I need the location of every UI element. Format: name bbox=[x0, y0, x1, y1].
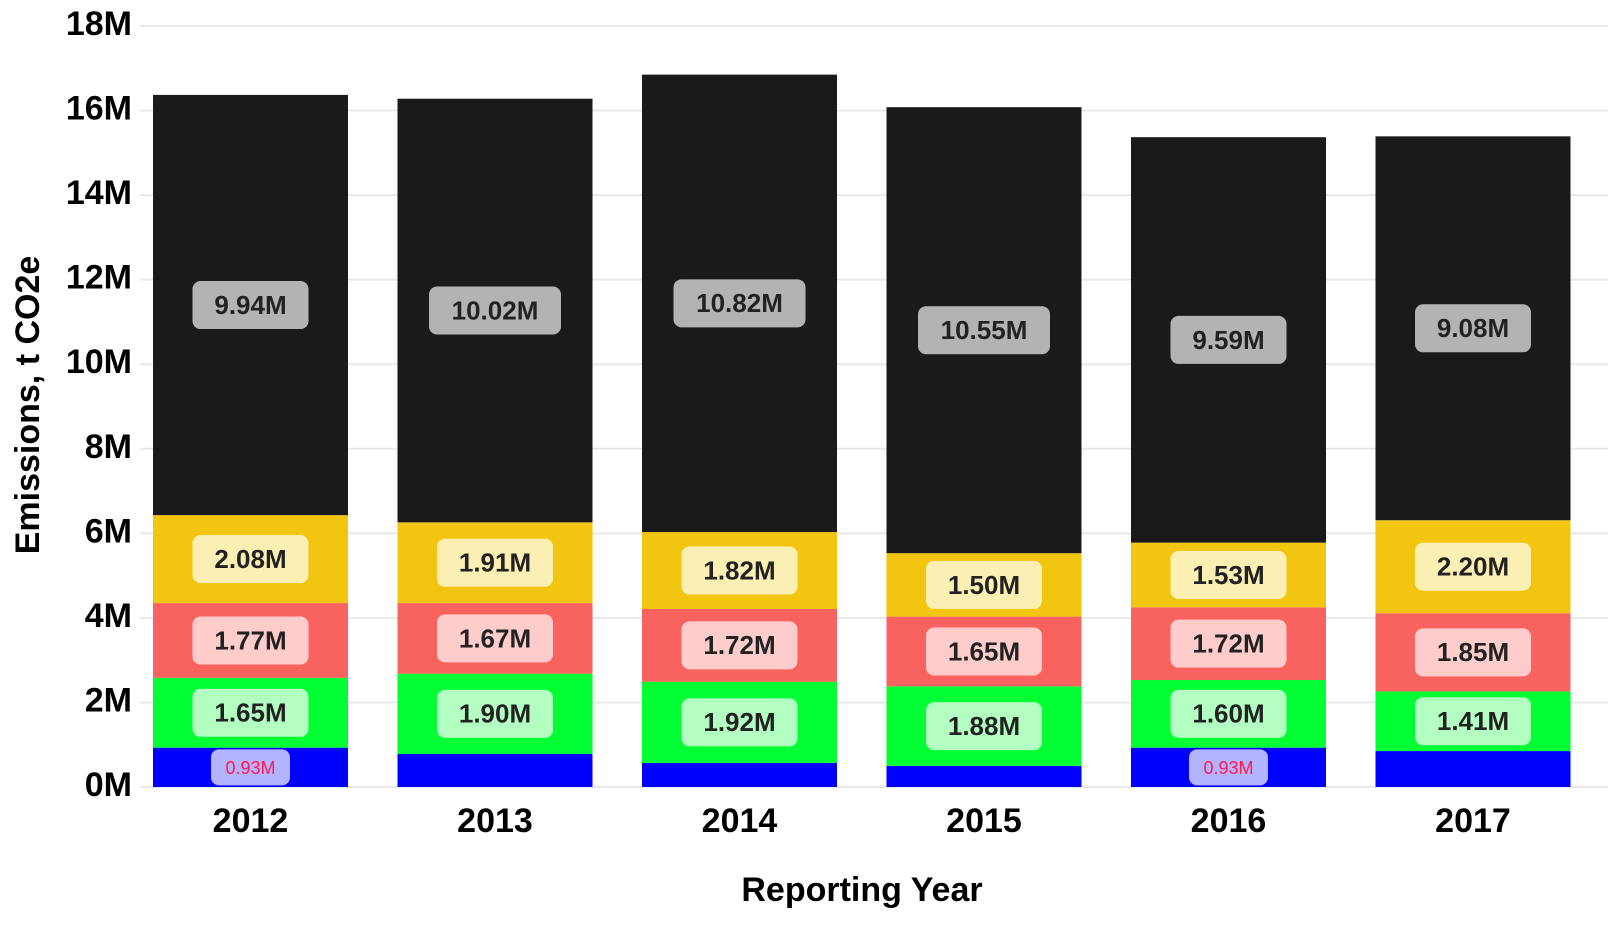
value-label: 2.08M bbox=[214, 544, 286, 574]
value-label-box bbox=[192, 535, 309, 584]
value-label: 1.65M bbox=[214, 698, 286, 728]
value-label-box bbox=[429, 286, 561, 335]
value-label-box bbox=[1415, 542, 1531, 591]
value-label: 1.72M bbox=[1192, 629, 1264, 659]
value-label: 1.41M bbox=[1437, 706, 1509, 736]
value-label: 1.60M bbox=[1192, 699, 1264, 729]
value-label: 0.93M bbox=[225, 758, 275, 778]
value-label-box bbox=[681, 621, 798, 670]
x-tick-label: 2014 bbox=[702, 802, 778, 840]
value-label: 1.53M bbox=[1192, 560, 1264, 590]
value-label: 10.82M bbox=[696, 288, 783, 318]
x-tick-label: 2017 bbox=[1435, 802, 1511, 840]
value-label: 1.92M bbox=[703, 707, 775, 737]
value-label: 0.93M bbox=[1203, 758, 1253, 778]
y-tick-label: 16M bbox=[66, 90, 132, 128]
value-label-box bbox=[437, 614, 553, 663]
value-label-box bbox=[192, 616, 309, 665]
value-label: 1.72M bbox=[703, 630, 775, 660]
value-label: 1.77M bbox=[214, 625, 286, 655]
y-tick-label: 4M bbox=[85, 597, 132, 635]
y-tick-label: 18M bbox=[66, 5, 132, 43]
y-tick-label: 0M bbox=[85, 766, 132, 804]
value-label-box bbox=[1415, 697, 1531, 746]
x-tick-label: 2013 bbox=[457, 802, 533, 840]
y-tick-label: 2M bbox=[85, 681, 132, 719]
value-label: 1.82M bbox=[703, 555, 775, 585]
y-tick-label: 10M bbox=[66, 343, 132, 381]
value-label-box bbox=[926, 627, 1042, 676]
value-label: 1.65M bbox=[948, 636, 1020, 666]
value-label: 1.91M bbox=[459, 548, 531, 578]
value-label: 1.90M bbox=[459, 699, 531, 729]
value-label: 1.67M bbox=[459, 623, 531, 653]
value-label-box bbox=[926, 560, 1042, 609]
value-label-box bbox=[918, 306, 1050, 355]
value-label: 1.88M bbox=[948, 711, 1020, 741]
y-tick-label: 14M bbox=[66, 174, 132, 212]
value-label-box bbox=[1415, 304, 1531, 353]
value-label-box bbox=[437, 689, 553, 738]
value-label-box bbox=[1189, 749, 1268, 786]
value-label-box bbox=[1170, 315, 1287, 364]
value-label: 9.08M bbox=[1437, 313, 1509, 343]
y-tick-label: 6M bbox=[85, 512, 132, 550]
value-label-box bbox=[673, 279, 806, 328]
value-label-box bbox=[1170, 550, 1287, 599]
x-axis-title: Reporting Year bbox=[741, 871, 982, 909]
value-label-box bbox=[192, 281, 309, 330]
value-label-box bbox=[192, 688, 309, 737]
y-tick-label: 8M bbox=[85, 428, 132, 466]
bar-segment bbox=[397, 754, 593, 787]
value-label: 9.94M bbox=[214, 290, 286, 320]
value-label-box bbox=[1170, 689, 1287, 738]
value-label-box bbox=[1415, 628, 1531, 677]
value-label: 1.50M bbox=[948, 570, 1020, 600]
value-label-box bbox=[681, 546, 798, 595]
bar-segment bbox=[642, 762, 837, 787]
y-axis-title: Emissions, t CO2e bbox=[9, 256, 47, 555]
x-tick-label: 2012 bbox=[213, 802, 289, 840]
bar-segment bbox=[886, 765, 1082, 787]
y-tick-label: 12M bbox=[66, 259, 132, 297]
value-label: 10.02M bbox=[452, 295, 539, 325]
value-label-box bbox=[1170, 619, 1287, 668]
value-label-box bbox=[211, 749, 290, 786]
value-label-box bbox=[681, 698, 798, 747]
value-label-box bbox=[926, 702, 1042, 751]
value-label: 2.20M bbox=[1437, 552, 1509, 582]
x-tick-label: 2016 bbox=[1191, 802, 1267, 840]
value-label: 10.55M bbox=[941, 315, 1028, 345]
value-label-box bbox=[437, 538, 553, 587]
value-label: 9.59M bbox=[1192, 325, 1264, 355]
bar-segment bbox=[1375, 751, 1571, 787]
x-tick-label: 2015 bbox=[946, 802, 1022, 840]
value-label: 1.85M bbox=[1437, 637, 1509, 667]
